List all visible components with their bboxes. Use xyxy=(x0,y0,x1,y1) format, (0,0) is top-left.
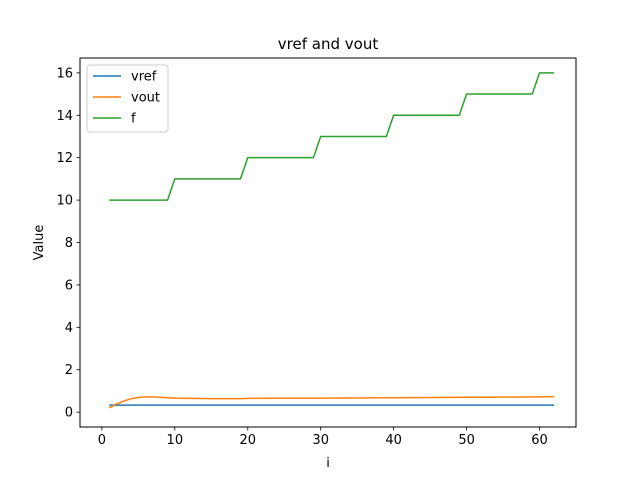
y-tick-label: 16 xyxy=(56,66,73,81)
y-tick-label: 0 xyxy=(65,406,73,421)
x-axis-label: i xyxy=(326,456,330,471)
x-tick-label: 50 xyxy=(458,433,475,448)
y-tick-label: 10 xyxy=(56,194,73,209)
series-line-vout xyxy=(108,395,555,409)
x-tick-label: 30 xyxy=(312,433,329,448)
y-tick-label: 2 xyxy=(65,363,73,378)
x-tick-label: 0 xyxy=(98,433,106,448)
legend: vref vout f xyxy=(86,64,169,133)
y-tick-label: 14 xyxy=(56,109,73,124)
series-layer xyxy=(108,72,555,409)
plot-frame xyxy=(79,57,577,428)
x-tick-label: 10 xyxy=(167,433,184,448)
series-line-f xyxy=(109,72,555,201)
legend-label-f: f xyxy=(131,112,136,127)
y-tick-label: 8 xyxy=(65,236,73,251)
y-tick-label: 4 xyxy=(65,321,73,336)
y-tick-label: 6 xyxy=(65,278,73,293)
y-tick-label: 12 xyxy=(56,151,73,166)
chart-title: vref and vout xyxy=(278,35,379,53)
ticks-layer: 0 10 20 30 40 50 60 0 2 4 6 8 10 12 14 16 xyxy=(56,66,547,448)
y-axis-label: Value xyxy=(32,225,47,261)
legend-label-vout: vout xyxy=(131,91,160,106)
x-tick-label: 60 xyxy=(531,433,548,448)
x-tick-label: 20 xyxy=(239,433,256,448)
legend-label-vref: vref xyxy=(131,70,157,85)
legend-box xyxy=(86,64,169,133)
x-tick-label: 40 xyxy=(385,433,402,448)
